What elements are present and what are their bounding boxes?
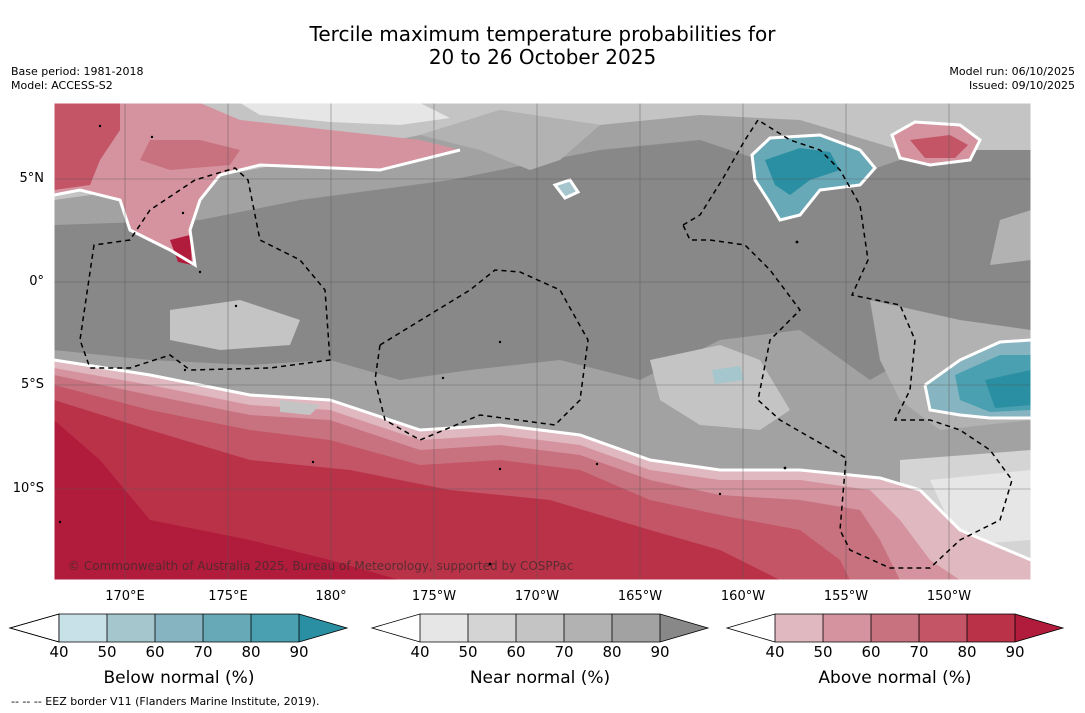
cb-above-high-arrow [1015, 614, 1063, 642]
cb-below-tick: 70 [193, 643, 213, 661]
cb-above-40 [775, 614, 823, 642]
category-boundaries [54, 120, 1031, 562]
cb-above-tick: 50 [813, 643, 833, 661]
cb-below-tick: 90 [289, 643, 309, 661]
cb-below-tick: 40 [49, 643, 69, 661]
lon-label-175w: 175°W [411, 589, 457, 604]
lon-label-155w: 155°W [823, 589, 869, 604]
cb-below-title: Below normal (%) [103, 668, 255, 688]
lon-label-175e: 175°E [208, 589, 248, 604]
near-normal-north-light [240, 103, 450, 125]
lon-label-170e: 170°E [105, 589, 145, 604]
copyright-text: © Commonwealth of Australia 2025, Bureau… [68, 559, 574, 573]
above-normal-northwest-core [54, 103, 120, 190]
cb-near-40 [420, 614, 468, 642]
cb-above-tick: 90 [1005, 643, 1025, 661]
eez-footnote: -- -- -- EEZ border V11 (Flanders Marine… [11, 695, 320, 708]
above-normal-northeast-core [910, 135, 968, 158]
map-title-line1: Tercile maximum temperature probabilitie… [309, 22, 776, 46]
cb-below-60 [155, 614, 203, 642]
cb-below-70 [203, 614, 251, 642]
colorbar-below [8, 613, 349, 643]
cb-above-70 [919, 614, 967, 642]
cb-above-tick: 80 [957, 643, 977, 661]
below-normal-east-center [985, 370, 1031, 408]
lat-label-10s: 10°S [12, 481, 44, 496]
cb-above-tick: 70 [909, 643, 929, 661]
lat-label-5n: 5°N [19, 171, 45, 186]
cb-below-low-arrow [8, 613, 60, 643]
eez-borders [79, 118, 1013, 569]
cb-below-tick: 80 [241, 643, 261, 661]
cb-near-tick: 90 [650, 643, 670, 661]
cb-near-tick: 50 [458, 643, 478, 661]
issued-date: Issued: 09/10/2025 [968, 79, 1075, 92]
cb-above-tick: 60 [861, 643, 881, 661]
cb-near-tick: 40 [410, 643, 430, 661]
cb-near-80 [612, 614, 660, 642]
lon-label-160w: 160°W [720, 589, 766, 604]
cb-below-80 [251, 614, 299, 642]
meta-left: Base period: 1981-2018 Model: ACCESS-S2 [11, 65, 143, 93]
map-frame [53, 102, 1032, 581]
cb-below-tick: 60 [145, 643, 165, 661]
near-normal-east-small [990, 210, 1031, 265]
meta-right: Model run: 06/10/2025 Issued: 09/10/2025 [949, 65, 1075, 93]
above-normal-small-core [170, 235, 192, 265]
near-normal-west-patch [170, 300, 300, 350]
above-normal-south-80 [54, 400, 780, 580]
probability-field [54, 103, 1031, 580]
lon-label-170w: 170°W [514, 589, 560, 604]
cb-near-tick: 70 [554, 643, 574, 661]
cb-above-50 [823, 614, 871, 642]
near-normal-central-patch [650, 345, 790, 430]
lat-label-5s: 5°S [20, 377, 44, 392]
model-run: Model run: 06/10/2025 [949, 65, 1075, 78]
cb-above-title: Above normal (%) [818, 668, 972, 688]
model-name: Model: ACCESS-S2 [11, 79, 113, 92]
graticule [54, 103, 1031, 580]
colorbar-above [725, 613, 1065, 643]
cb-near-high-arrow [660, 614, 708, 642]
above-normal-south-90 [54, 420, 400, 580]
cb-below-50 [107, 614, 155, 642]
cb-below-40 [59, 614, 107, 642]
base-period: Base period: 1981-2018 [11, 65, 144, 78]
below-normal-north-core [765, 148, 840, 195]
cb-near-title: Near normal (%) [469, 668, 611, 688]
cb-near-tick: 60 [506, 643, 526, 661]
cb-above-tick: 40 [765, 643, 785, 661]
colorbar-near [370, 613, 710, 643]
above-normal-northwest-patch [140, 140, 240, 170]
near-normal-small-south [280, 400, 320, 415]
cb-near-60 [516, 614, 564, 642]
cb-above-60 [871, 614, 919, 642]
cb-above-80 [967, 614, 1015, 642]
cb-near-tick: 80 [602, 643, 622, 661]
cb-below-high-arrow [299, 614, 347, 642]
cb-near-70 [564, 614, 612, 642]
cb-below-tick: 50 [97, 643, 117, 661]
lon-label-180: 180° [315, 589, 347, 604]
lon-label-150w: 150°W [926, 589, 972, 604]
cb-near-50 [468, 614, 516, 642]
lat-label-0: 0° [29, 274, 44, 289]
map-title-line2: 20 to 26 October 2025 [428, 45, 657, 69]
islands [58, 124, 799, 566]
below-normal-central-patch [712, 366, 744, 384]
near-normal-north-patch [420, 110, 600, 170]
lon-label-165w: 165°W [617, 589, 663, 604]
